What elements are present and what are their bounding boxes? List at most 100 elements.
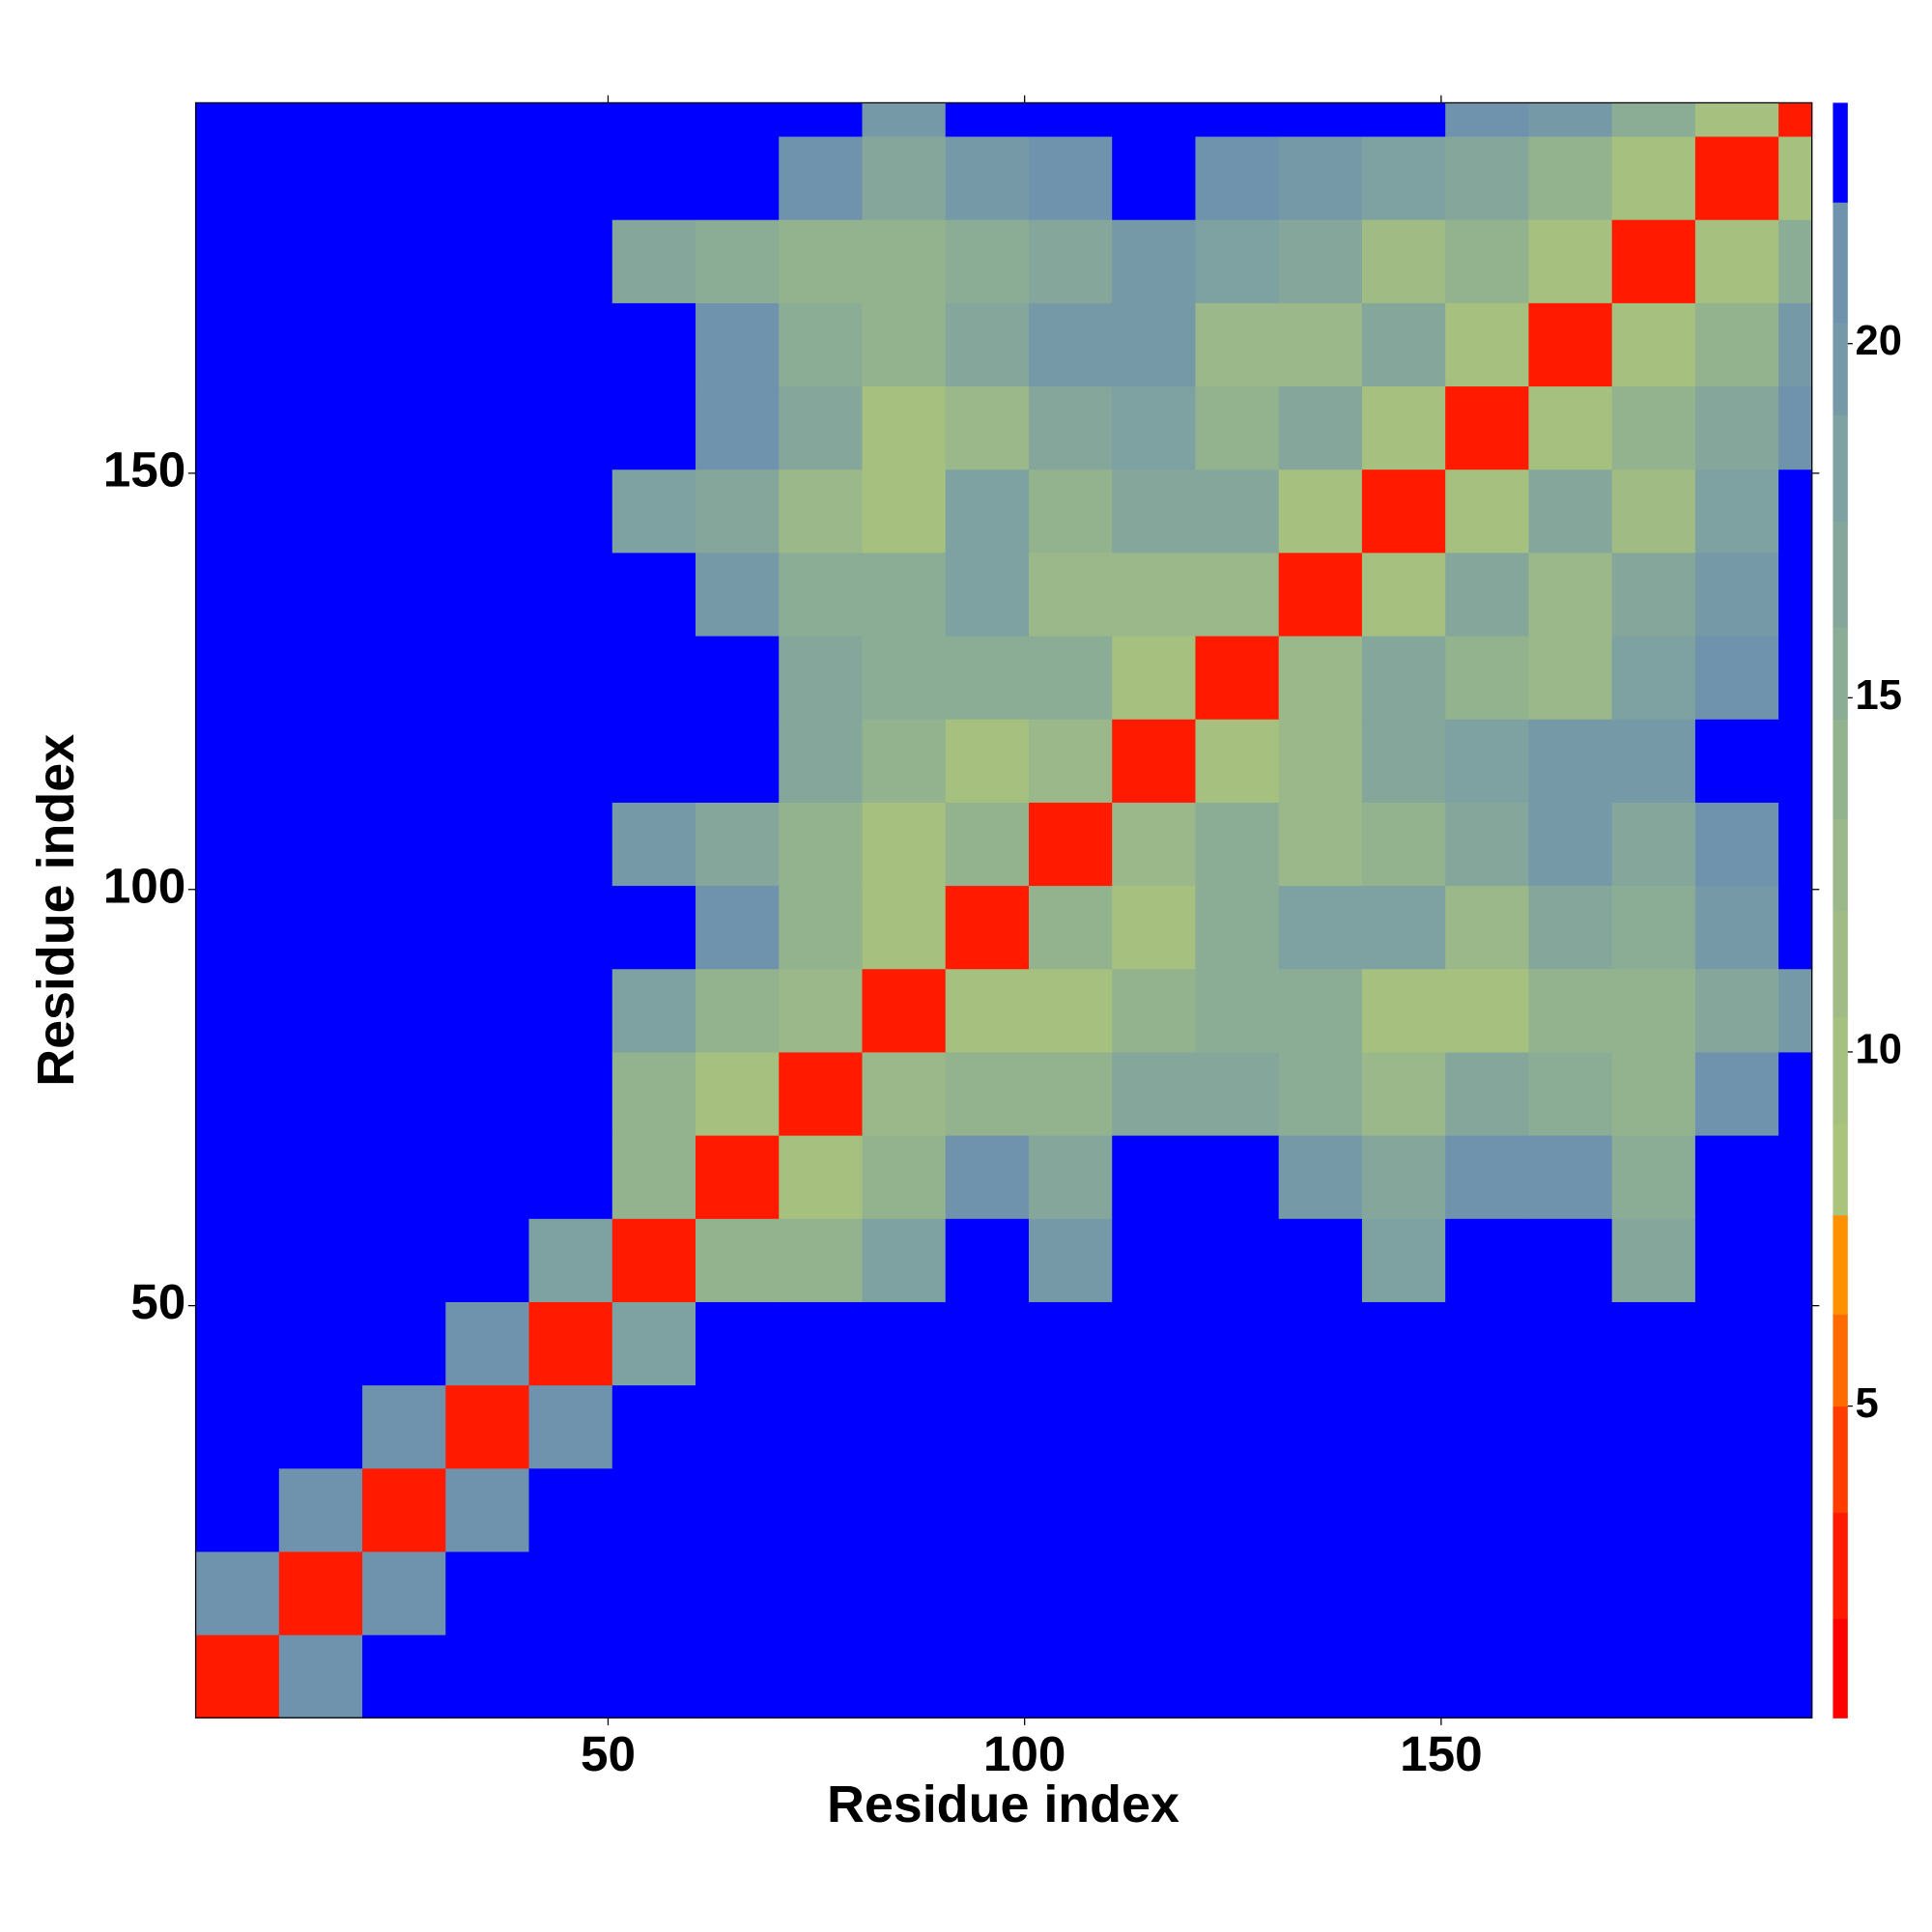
- heatmap-cell: [1112, 802, 1197, 887]
- heatmap-cell: [528, 1301, 613, 1386]
- heatmap-cell: [1195, 802, 1280, 887]
- heatmap-cell: [1778, 1134, 1813, 1219]
- heatmap-cell: [1195, 1218, 1280, 1302]
- heatmap-cell: [1611, 719, 1696, 803]
- heatmap-cell: [195, 1384, 280, 1469]
- heatmap-cell: [696, 1384, 780, 1469]
- heatmap-cell: [779, 1301, 864, 1386]
- heatmap-cell: [1028, 802, 1113, 887]
- heatmap-cell: [1778, 1218, 1813, 1302]
- heatmap-cell: [779, 135, 864, 220]
- colorbar-level: [1833, 202, 1848, 324]
- heatmap-cell: [1195, 385, 1280, 470]
- heatmap-cell: [528, 469, 613, 554]
- heatmap-cell: [862, 885, 947, 970]
- y-tick-label: 100: [103, 858, 186, 913]
- heatmap-cell: [696, 1467, 780, 1552]
- heatmap-cell: [945, 1301, 1030, 1386]
- heatmap-cell: [1528, 1218, 1613, 1302]
- heatmap-cell: [1694, 1218, 1779, 1302]
- heatmap-cell: [1112, 635, 1197, 720]
- heatmap-cell: [611, 1301, 696, 1386]
- heatmap-cell: [1778, 1301, 1813, 1386]
- heatmap-cell: [1611, 968, 1696, 1053]
- heatmap-cell: [195, 802, 280, 887]
- heatmap-cell: [1694, 635, 1779, 720]
- heatmap-cell: [362, 219, 446, 303]
- heatmap-cell: [696, 302, 780, 387]
- heatmap-cell: [1528, 719, 1613, 803]
- heatmap-cell: [1112, 552, 1197, 637]
- colorbar-level: [1833, 414, 1848, 522]
- heatmap-cell: [1361, 635, 1446, 720]
- heatmap-cell: [1778, 635, 1813, 720]
- heatmap-cell: [611, 968, 696, 1053]
- heatmap-cell: [1028, 135, 1113, 220]
- heatmap-cell: [862, 102, 947, 137]
- heatmap-cell: [862, 1384, 947, 1469]
- heatmap-cell: [779, 219, 864, 303]
- heatmap-cell: [779, 1384, 864, 1469]
- heatmap-cell: [1611, 219, 1696, 303]
- heatmap-cell: [1528, 102, 1613, 137]
- y-tick-label: 50: [130, 1274, 185, 1329]
- heatmap-cell: [611, 1634, 696, 1719]
- heatmap-cell: [779, 469, 864, 554]
- heatmap-cell: [1195, 1634, 1280, 1719]
- heatmap-cell: [445, 102, 530, 137]
- heatmap-cell: [278, 1384, 363, 1469]
- heatmap-cell: [195, 302, 280, 387]
- heatmap-cell: [1694, 968, 1779, 1053]
- heatmap-cell: [611, 1467, 696, 1552]
- x-axis-label: Residue index: [827, 1776, 1179, 1833]
- heatmap-cell: [945, 102, 1030, 137]
- heatmap-cell: [528, 1467, 613, 1552]
- heatmap-cell: [278, 102, 363, 137]
- colorbar-level: [1833, 322, 1848, 415]
- heatmap-cell: [1778, 385, 1813, 470]
- heatmap-cell: [195, 1634, 280, 1719]
- heatmap-cell: [779, 1051, 864, 1136]
- heatmap-cell: [195, 1051, 280, 1136]
- heatmap-cell: [1528, 385, 1613, 470]
- heatmap-cell: [1611, 385, 1696, 470]
- heatmap-cell: [862, 802, 947, 887]
- heatmap-cell: [611, 635, 696, 720]
- heatmap-cell: [528, 385, 613, 470]
- colorbar-tick-label: 20: [1856, 318, 1902, 364]
- colorbar-level: [1833, 1122, 1848, 1216]
- heatmap-cell: [1778, 885, 1813, 970]
- heatmap-cell: [696, 385, 780, 470]
- heatmap-cell: [1361, 469, 1446, 554]
- heatmap-cell: [945, 885, 1030, 970]
- heatmap-cell: [862, 719, 947, 803]
- heatmap-cell: [362, 469, 446, 554]
- heatmap-cell: [445, 135, 530, 220]
- heatmap-cell: [696, 552, 780, 637]
- heatmap-cell: [528, 1134, 613, 1219]
- heatmap-cell: [1611, 1550, 1696, 1635]
- heatmap-cell: [1278, 102, 1363, 137]
- heatmap-cell: [1694, 1550, 1779, 1635]
- heatmap-cell: [945, 802, 1030, 887]
- heatmap-cell: [1611, 1467, 1696, 1552]
- heatmap-cell: [195, 135, 280, 220]
- heatmap-cell: [528, 302, 613, 387]
- heatmap-cell: [278, 1550, 363, 1635]
- heatmap-cell: [1778, 1467, 1813, 1552]
- heatmap-cell: [278, 135, 363, 220]
- heatmap-cell: [1195, 302, 1280, 387]
- heatmap-cell: [1445, 1301, 1530, 1386]
- heatmap-cell: [445, 1301, 530, 1386]
- heatmap-cell: [779, 1634, 864, 1719]
- heatmap-cell: [445, 1218, 530, 1302]
- heatmap-cell: [1278, 719, 1363, 803]
- heatmap-cell: [1445, 102, 1530, 137]
- heatmap-cell: [1778, 1634, 1813, 1719]
- heatmap-cell: [696, 1301, 780, 1386]
- heatmap-cell: [1195, 1467, 1280, 1552]
- heatmap-cell: [862, 552, 947, 637]
- heatmap-cell: [1445, 885, 1530, 970]
- heatmap-cell: [1361, 968, 1446, 1053]
- heatmap-cell: [1361, 102, 1446, 137]
